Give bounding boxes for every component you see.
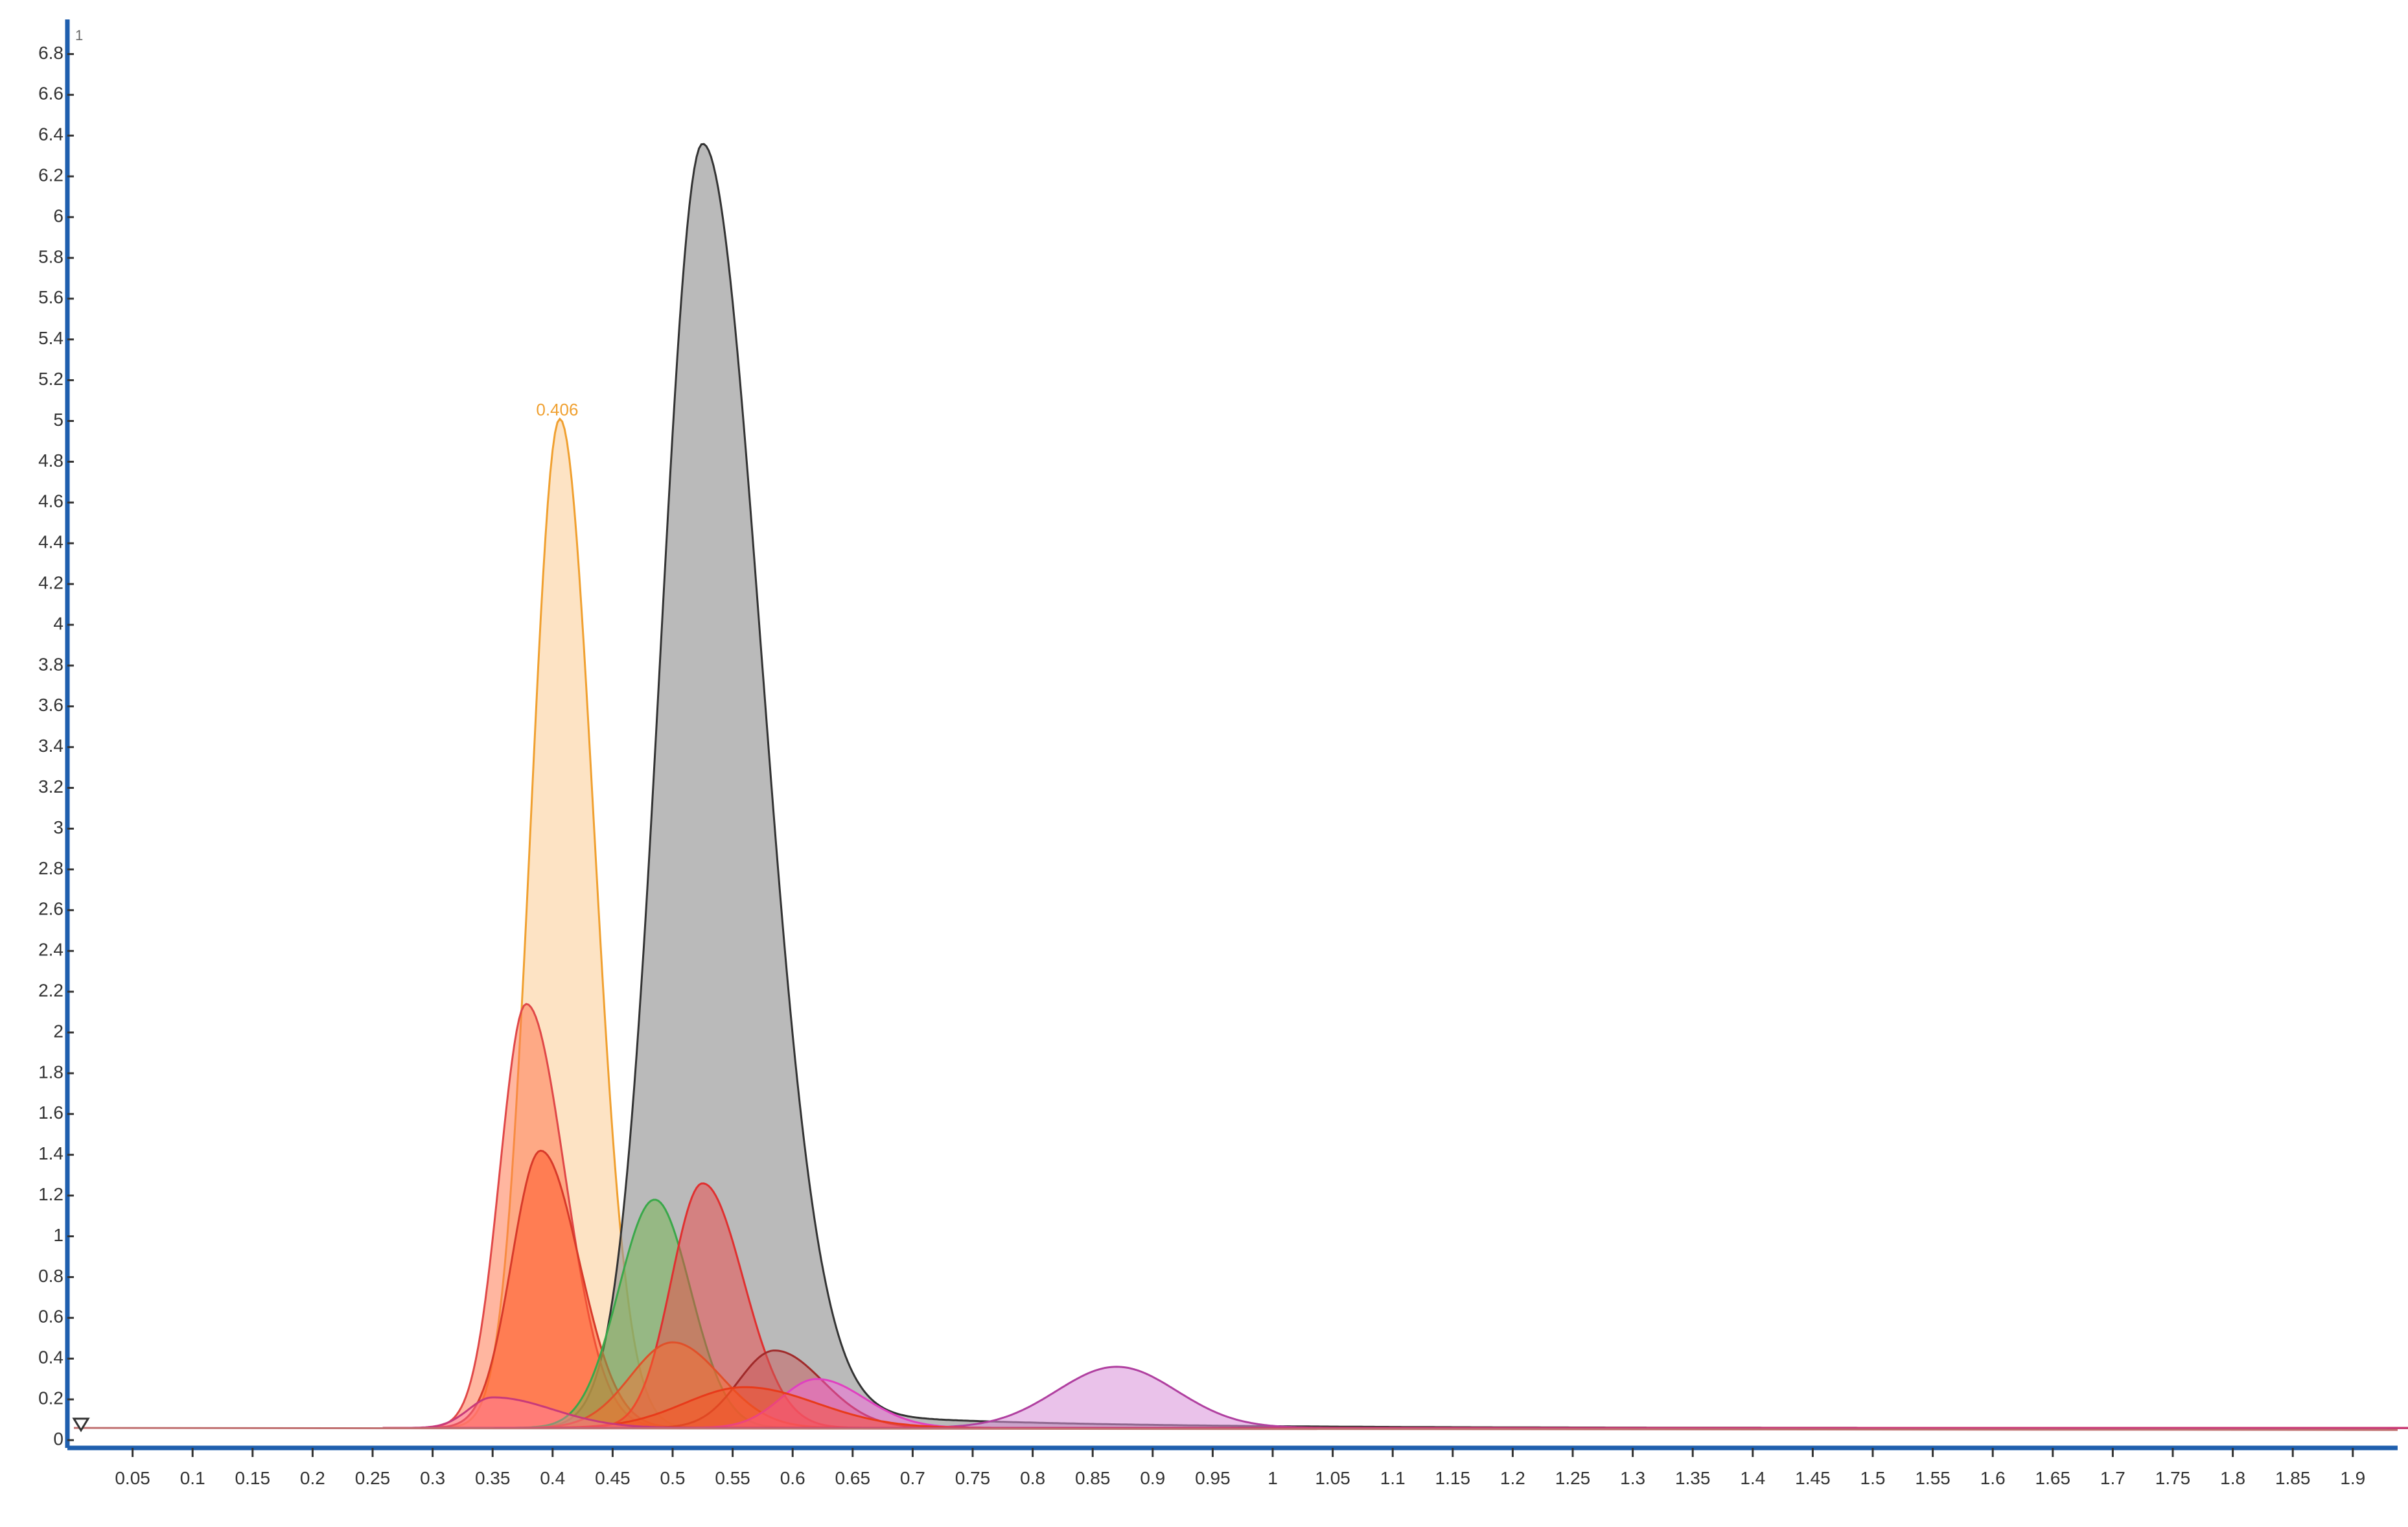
y-tick-label: 0 xyxy=(53,1428,64,1449)
y-tick-label: 0.6 xyxy=(38,1307,64,1327)
x-tick-layer: 0.05 0.1 0.15 0.2 0.25 0.3 0.35 0.4 0.45 0.5 0.55 0… xyxy=(115,1448,2408,1488)
x-tick-label: 0.05 xyxy=(115,1468,150,1488)
x-tick-label: 1 xyxy=(1268,1468,1278,1488)
y-tick-label: 6 xyxy=(53,205,64,226)
x-tick-label: 0.1 xyxy=(180,1468,205,1488)
y-tick-label: 6.4 xyxy=(38,124,64,145)
y-tick-label: 0.2 xyxy=(38,1388,64,1408)
x-tick-label: 0.95 xyxy=(1195,1468,1231,1488)
y-tick-label: 3.4 xyxy=(38,736,64,756)
baseline-trace xyxy=(73,1427,2398,1431)
y-tick-label: 4 xyxy=(53,613,64,633)
y-tick-label: 1 xyxy=(53,1225,64,1245)
y-tick-layer: 0 0.2 0.4 0.6 0.8 1 1.2 1.4 1.6 1.8 2 2.2 2.4 2.6 2.8 3… xyxy=(38,43,74,1449)
x-tick-label: 1.45 xyxy=(1795,1468,1831,1488)
y-tick-label: 3.6 xyxy=(38,695,64,715)
x-tick-label: 0.25 xyxy=(355,1468,391,1488)
y-tick-label: 2.4 xyxy=(38,940,64,960)
x-tick-label: 1.85 xyxy=(2275,1468,2311,1488)
y-tick-label: 0.4 xyxy=(38,1347,64,1368)
y-tick-label: 1.8 xyxy=(38,1062,64,1082)
x-tick-label: 0.8 xyxy=(1020,1468,1045,1488)
x-tick-label: 1.6 xyxy=(1980,1468,2006,1488)
y-tick-label: 5 xyxy=(53,410,64,430)
x-tick-label: 0.4 xyxy=(540,1468,565,1488)
series-layer xyxy=(73,143,2408,1431)
y-tick-label: 5.4 xyxy=(38,328,64,348)
x-tick-label: 0.7 xyxy=(900,1468,925,1488)
x-tick-label: 0.45 xyxy=(595,1468,631,1488)
x-tick-label: 1.3 xyxy=(1620,1468,1645,1488)
x-tick-label: 1.15 xyxy=(1435,1468,1471,1488)
x-tick-label: 1.65 xyxy=(2035,1468,2071,1488)
triangle-down-icon[interactable] xyxy=(72,1417,90,1432)
y-tick-label: 2.2 xyxy=(38,980,64,1000)
peak-annotation-label: 0.406 xyxy=(536,400,578,419)
x-tick-label: 1.9 xyxy=(2340,1468,2365,1488)
x-tick-label: 0.3 xyxy=(420,1468,445,1488)
y-tick-label: 4.4 xyxy=(38,532,64,552)
y-tick-label: 6.8 xyxy=(38,43,64,63)
x-tick-label: 0.2 xyxy=(300,1468,325,1488)
x-tick-label: 1.7 xyxy=(2100,1468,2125,1488)
y-tick-label: 0.8 xyxy=(38,1266,64,1286)
x-tick-label: 1.55 xyxy=(1915,1468,1951,1488)
y-tick-label: 3.8 xyxy=(38,654,64,674)
y-tick-label: 6.6 xyxy=(38,84,64,104)
x-tick-label: 0.55 xyxy=(715,1468,750,1488)
x-tick-label: 1.25 xyxy=(1555,1468,1591,1488)
corner-marker: 1 xyxy=(75,27,83,43)
y-tick-label: 1.6 xyxy=(38,1102,64,1123)
x-tick-label: 0.5 xyxy=(660,1468,686,1488)
x-tick-label: 1.1 xyxy=(1380,1468,1406,1488)
x-tick-label: 0.35 xyxy=(475,1468,511,1488)
x-tick-label: 1.05 xyxy=(1315,1468,1350,1488)
y-tick-label: 3.2 xyxy=(38,776,64,797)
x-tick-label: 1.8 xyxy=(2220,1468,2245,1488)
x-tick-label: 1.2 xyxy=(1500,1468,1525,1488)
x-tick-label: 0.65 xyxy=(835,1468,871,1488)
y-tick-label: 6.2 xyxy=(38,165,64,185)
x-tick-label: 0.85 xyxy=(1075,1468,1111,1488)
y-tick-label: 2 xyxy=(53,1021,64,1041)
x-tick-label: 0.9 xyxy=(1140,1468,1165,1488)
y-tick-label: 2.6 xyxy=(38,899,64,919)
y-tick-label: 1.4 xyxy=(38,1143,64,1163)
y-tick-label: 5.8 xyxy=(38,246,64,266)
x-tick-label: 0.6 xyxy=(780,1468,805,1488)
x-tick-label: 1.35 xyxy=(1675,1468,1711,1488)
y-tick-label: 4.2 xyxy=(38,572,64,592)
y-tick-label: 5.6 xyxy=(38,287,64,307)
x-tick-label: 0.75 xyxy=(955,1468,991,1488)
y-tick-label: 3 xyxy=(53,817,64,837)
x-tick-label: 1.5 xyxy=(1860,1468,1886,1488)
y-tick-label: 2.8 xyxy=(38,858,64,878)
y-tick-label: 1.2 xyxy=(38,1184,64,1204)
x-tick-label: 0.15 xyxy=(235,1468,271,1488)
y-tick-label: 5.2 xyxy=(38,369,64,389)
x-tick-label: 1.4 xyxy=(1740,1468,1765,1488)
y-tick-label: 4.6 xyxy=(38,491,64,511)
y-tick-label: 4.8 xyxy=(38,450,64,471)
x-tick-label: 1.75 xyxy=(2155,1468,2191,1488)
